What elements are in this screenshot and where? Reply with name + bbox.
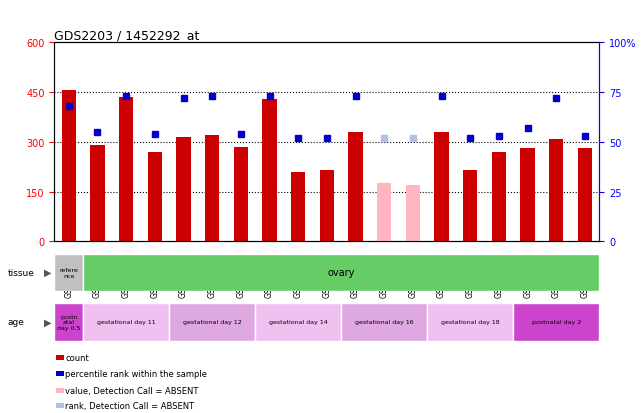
Text: tissue: tissue [8, 268, 35, 277]
Bar [205, 136, 219, 242]
Bar [62, 91, 76, 242]
Text: percentile rank within the sample: percentile rank within the sample [65, 369, 208, 378]
Bar [54, 304, 83, 341]
Bar [463, 171, 478, 242]
Bar [377, 184, 392, 242]
Bar [341, 304, 428, 341]
Text: postn
atal
day 0.5: postn atal day 0.5 [57, 314, 81, 330]
Bar [492, 152, 506, 242]
Bar [549, 139, 563, 242]
Bar [147, 152, 162, 242]
Bar [578, 149, 592, 242]
Bar [83, 304, 169, 341]
Text: ▶: ▶ [44, 317, 51, 327]
Bar [428, 304, 513, 341]
Bar [262, 100, 277, 242]
Bar [513, 304, 599, 341]
Text: gestational day 12: gestational day 12 [183, 320, 242, 325]
Text: gestational day 16: gestational day 16 [355, 320, 413, 325]
Bar [320, 171, 334, 242]
Text: count: count [65, 353, 89, 362]
Text: age: age [8, 318, 24, 327]
Text: gestational day 11: gestational day 11 [97, 320, 156, 325]
Text: rank, Detection Call = ABSENT: rank, Detection Call = ABSENT [65, 401, 194, 410]
Text: GDS2203 / 1452292_at: GDS2203 / 1452292_at [54, 29, 200, 42]
Bar [169, 304, 255, 341]
Text: postnatal day 2: postnatal day 2 [531, 320, 581, 325]
Bar [119, 98, 133, 242]
Bar [349, 133, 363, 242]
Text: gestational day 18: gestational day 18 [441, 320, 499, 325]
Text: ovary: ovary [328, 268, 355, 278]
Text: ▶: ▶ [44, 268, 51, 278]
Text: value, Detection Call = ABSENT: value, Detection Call = ABSENT [65, 386, 199, 395]
Bar [90, 146, 104, 242]
Bar [435, 133, 449, 242]
Text: gestational day 14: gestational day 14 [269, 320, 328, 325]
Bar [234, 147, 248, 242]
Bar [255, 304, 341, 341]
Bar [520, 149, 535, 242]
Bar [176, 138, 191, 242]
Bar [54, 254, 83, 291]
Bar [406, 185, 420, 242]
Text: refere
nce: refere nce [60, 267, 78, 278]
Bar [291, 172, 305, 242]
